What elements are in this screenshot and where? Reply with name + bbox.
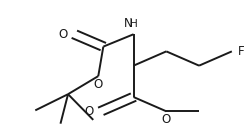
Text: N: N [124,17,132,30]
Text: O: O [85,105,94,118]
Text: H: H [130,19,137,29]
Text: O: O [162,113,171,126]
Text: O: O [94,78,103,91]
Text: F: F [238,45,245,58]
Text: O: O [58,28,68,41]
